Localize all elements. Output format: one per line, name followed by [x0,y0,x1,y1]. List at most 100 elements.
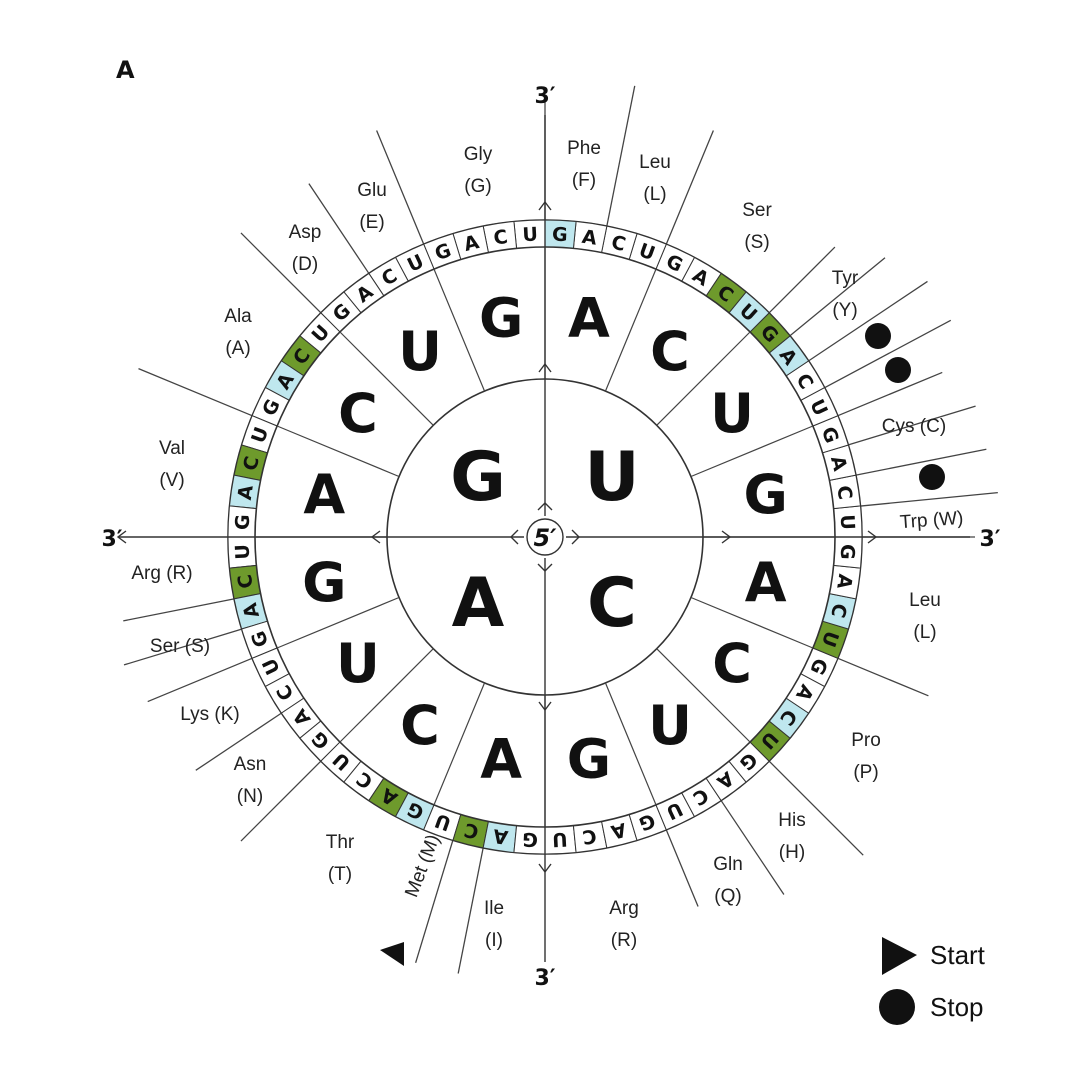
first-base-a: A [452,564,505,643]
aa-arg-bottom: Arg (R) [609,898,639,951]
svg-text:(A): (A) [225,338,250,359]
svg-text:(F): (F) [572,170,596,191]
svg-text:Arg (R): Arg (R) [131,563,192,584]
aa-ser-left: Ser (S) [150,636,210,657]
aa-cys: Cys (C) [882,416,946,437]
third-base-letter: G [247,628,273,650]
aa-gly: Gly (G) [464,144,493,197]
amino-acid-labels: Gly (G) Glu (E) Asp (D) Ala (A) Val (V) Arg (… [131,138,964,951]
aa-gln: Gln (Q) [713,854,743,907]
third-base-letter: U [636,239,658,265]
svg-text:Trp (W): Trp (W) [899,508,964,533]
second-base-letter: C [400,694,440,757]
aa-asp: Asp (D) [289,222,322,275]
sector-divider-line [768,760,864,856]
third-base-letter: U [432,809,454,835]
second-base-letter: G [567,728,611,791]
third-base-letter: C [239,454,264,473]
third-base-letter: A [491,824,509,848]
start-legend-label: Start [930,940,986,970]
sector-divider-line [147,657,253,703]
third-base-letter: A [234,483,258,501]
second-base-letter: G [479,286,523,349]
first-base-letters: G U C A [450,438,640,643]
sector-divider-line [665,829,699,907]
axis-end-label-top: 3′ [534,84,555,109]
svg-text:Ser (S): Ser (S) [150,636,210,657]
panel-label: A [116,56,135,84]
sector-divider-line [415,840,454,963]
sector-divider-line [308,183,370,274]
sector-divider-line [855,448,987,476]
sector-divider-line [720,800,785,895]
stop-legend-label: Stop [930,992,984,1022]
third-base-letter: U [552,828,568,851]
third-base-letter: G [552,223,569,246]
axis-end-label-right: 3′ [979,527,1000,552]
second-base-letter: U [336,632,380,695]
aa-leu-top: Leu (L) [639,152,671,205]
third-base-letter: A [239,600,264,620]
aa-ser-right: Ser (S) [742,200,772,253]
second-base-letter: G [744,463,788,526]
second-base-letter: U [398,320,442,383]
aa-trp: Trp (W) [899,508,964,533]
sector-divider-line [789,257,886,337]
sector-divider-line [195,712,282,771]
sector-divider-line [240,760,322,842]
second-base-letter: A [745,551,787,614]
third-base-letter: A [826,454,851,474]
aa-phe: Phe (F) [567,138,601,191]
svg-text:Asp: Asp [289,222,322,243]
sector-divider-line [848,405,976,446]
second-base-letter: C [338,382,378,445]
svg-text:Asn: Asn [234,754,267,775]
svg-text:(V): (V) [159,470,184,491]
first-base-g: G [450,438,506,517]
third-base-letter: G [231,514,254,531]
aa-lys: Lys (K) [180,704,239,725]
sector-divider-line [606,85,636,227]
second-base-letter: A [480,728,522,791]
start-marker [380,942,404,966]
stop-marker-uag [885,357,911,383]
third-base-letter: A [580,226,598,250]
aa-val: Val (V) [159,438,185,491]
svg-text:Pro: Pro [851,730,881,751]
aa-arg-left: Arg (R) [131,563,192,584]
first-base-c: C [587,564,637,643]
second-base-letters: G U C A G U C A G U C A G U C A [302,286,788,790]
aa-leu-right: Leu (L) [909,590,941,643]
third-base-letter: G [817,424,843,446]
svg-text:Leu: Leu [909,590,941,611]
third-base-letter: U [836,514,859,530]
aa-glu: Glu (E) [357,180,387,233]
sector-divider-line [837,371,943,417]
svg-text:(L): (L) [913,622,936,643]
svg-text:(H): (H) [779,842,805,863]
third-base-letter: U [522,223,538,246]
sector-divider-line [768,246,836,314]
axis-end-label-left: 3′ [101,527,122,552]
svg-text:Phe: Phe [567,138,601,159]
aa-ala: Ala (A) [224,306,252,359]
stop-marker-uaa [865,323,891,349]
third-base-letter: U [231,544,254,560]
center-circle [526,518,564,556]
svg-text:Ser: Ser [742,200,772,221]
stop-legend-icon [879,989,915,1025]
sector-divider-line [665,130,714,245]
svg-text:Cys (C): Cys (C) [882,416,946,437]
axes [116,115,970,962]
svg-text:Ala: Ala [224,306,252,327]
svg-text:Leu: Leu [639,152,671,173]
aa-asn: Asn (N) [234,754,267,807]
svg-text:(N): (N) [237,786,263,807]
svg-text:Gln: Gln [713,854,743,875]
svg-text:Glu: Glu [357,180,387,201]
third-base-letter: C [832,484,856,501]
third-base-letter: G [432,239,454,265]
sector-divider-line [376,130,425,245]
third-base-letter: U [247,424,273,446]
